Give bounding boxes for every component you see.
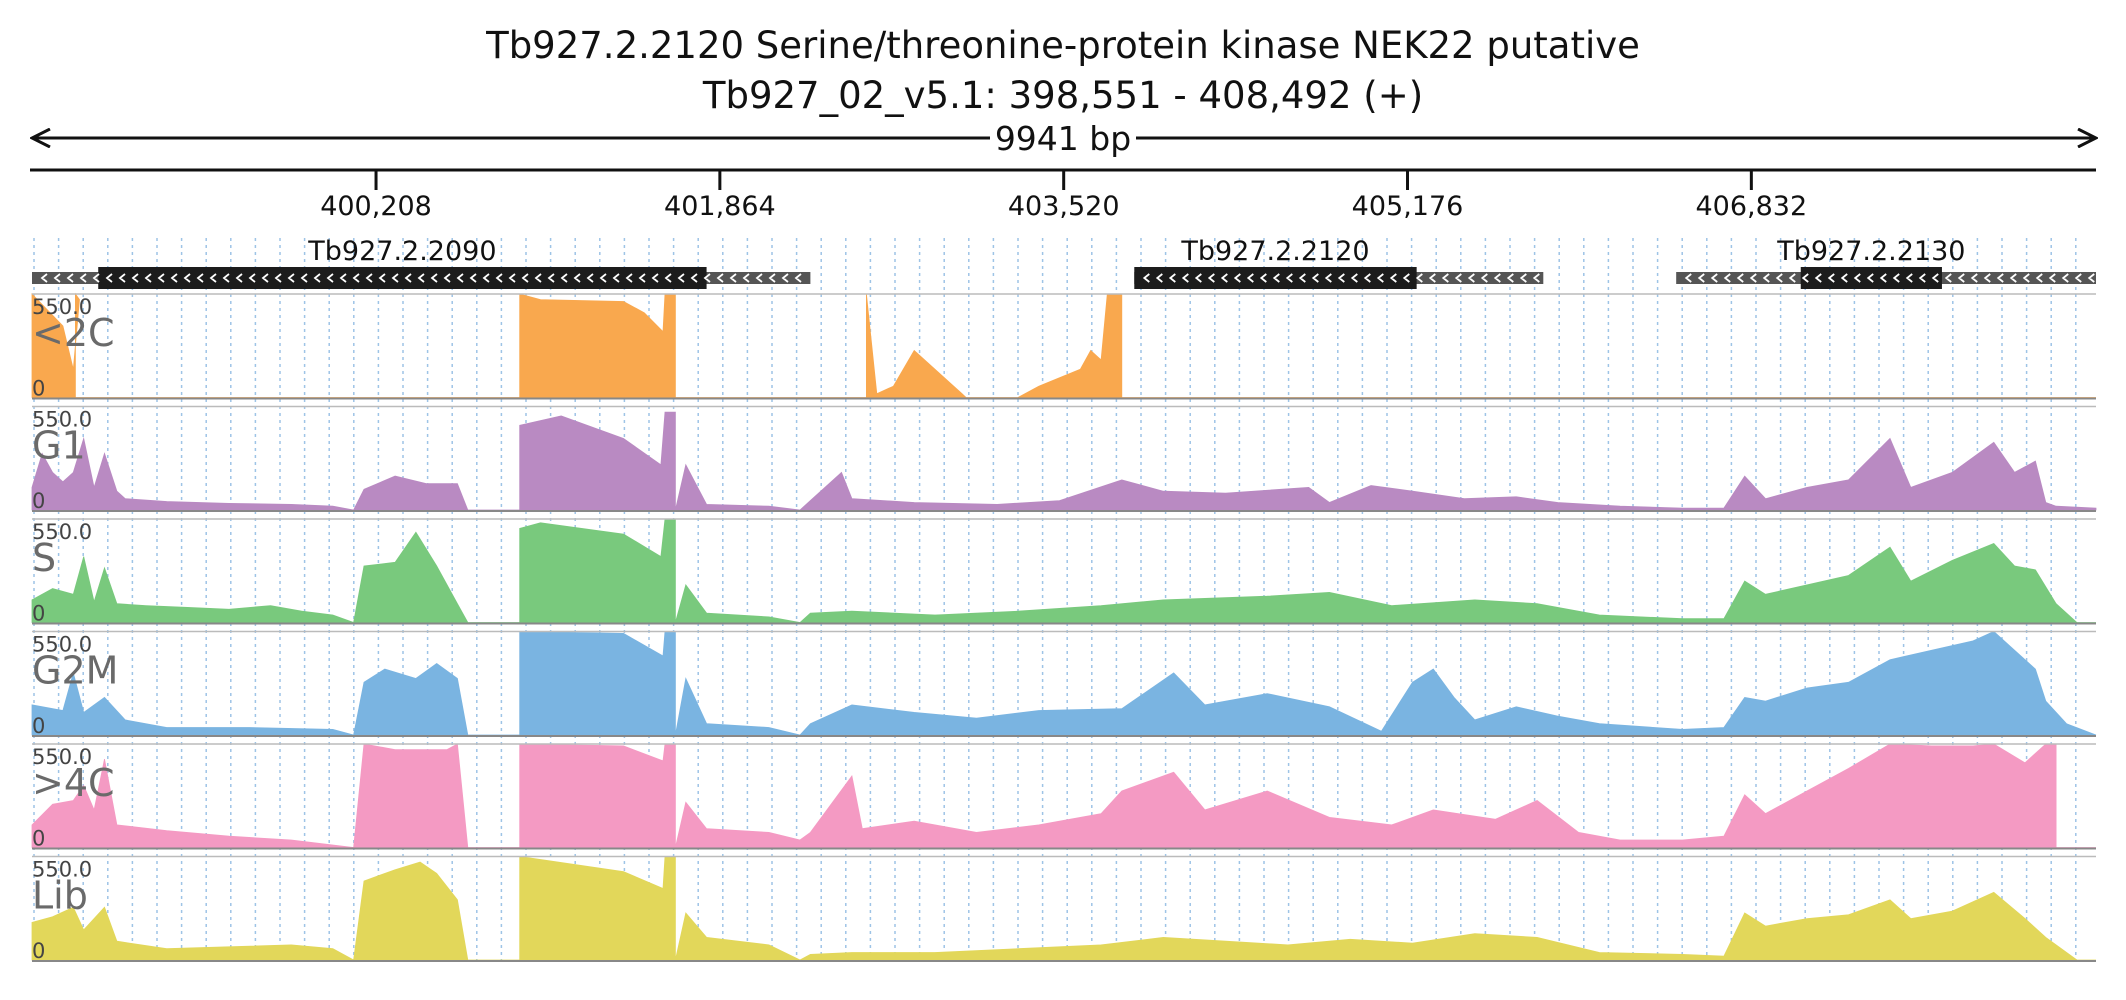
track-2c: 550.0 0 <2C [31,292,2096,401]
y-max-label: 550.0 [32,295,92,319]
track-name-label: G2M [32,649,118,693]
gene-track: Tb927.2.2090 Tb927.2.2120 Tb927.2.2130 [32,236,2096,289]
chart-title: Tb927.2.2120 Serine/threonine-protein ki… [485,24,1640,67]
track-name-label: >4C [32,761,115,805]
strand-arrows [1142,273,1540,283]
y-min-label: 0 [32,714,45,738]
ruler-tick-label: 406,832 [1696,191,1808,222]
ruler-tick-label: 403,520 [1008,191,1120,222]
strand-arrows [1684,273,2095,283]
y-max-label: 550.0 [32,520,92,544]
y-max-label: 550.0 [32,745,92,769]
ruler-tick-label: 400,208 [320,191,432,222]
gene-label: Tb927.2.2120 [1180,236,1369,267]
track-name-label: S [32,536,56,580]
track-s: 550.0 0 S [31,518,2096,626]
gene-cds [1800,267,1942,289]
ruler-tick-label: 401,864 [664,191,776,222]
track-name-label: <2C [32,311,115,355]
track-4c: 550.0 0 >4C [31,743,2096,851]
coverage-area [31,292,2096,398]
track-name-label: Lib [32,874,88,918]
ruler-ticks: 400,208 401,864 403,520 405,176 406,832 [320,170,1807,222]
y-min-label: 0 [32,827,45,851]
gene-label: Tb927.2.2090 [307,236,496,267]
y-min-label: 0 [32,377,45,401]
coverage-area [31,518,2096,624]
coverage-area [31,743,2096,848]
span-label-bg [990,120,1136,158]
ruler-tick-label: 405,176 [1352,191,1464,222]
y-max-label: 550.0 [32,408,92,432]
track-g1: 550.0 0 G1 [31,405,2097,513]
span-label: 9941 bp [995,119,1131,158]
y-min-label: 0 [32,489,45,513]
y-max-label: 550.0 [32,858,92,882]
coverage-area [31,856,2096,961]
y-min-label: 0 [32,602,45,626]
track-name-label: G1 [32,424,86,468]
coverage-area [31,411,2097,511]
track-lib: 550.0 0 Lib [31,855,2096,963]
strand-arrows [40,273,802,283]
track-g2m: 550.0 0 G2M [31,630,2097,738]
coverage-tracks: 550.00<2C550.00G1550.00S550.00G2M550.00>… [31,292,2097,963]
chart-subtitle: Tb927_02_v5.1: 398,551 - 408,492 (+) [702,74,1423,117]
y-min-label: 0 [32,939,45,963]
y-max-label: 550.0 [32,633,92,657]
coverage-area [31,631,2097,736]
gene-cds [98,267,707,289]
gene-label: Tb927.2.2130 [1776,236,1965,267]
